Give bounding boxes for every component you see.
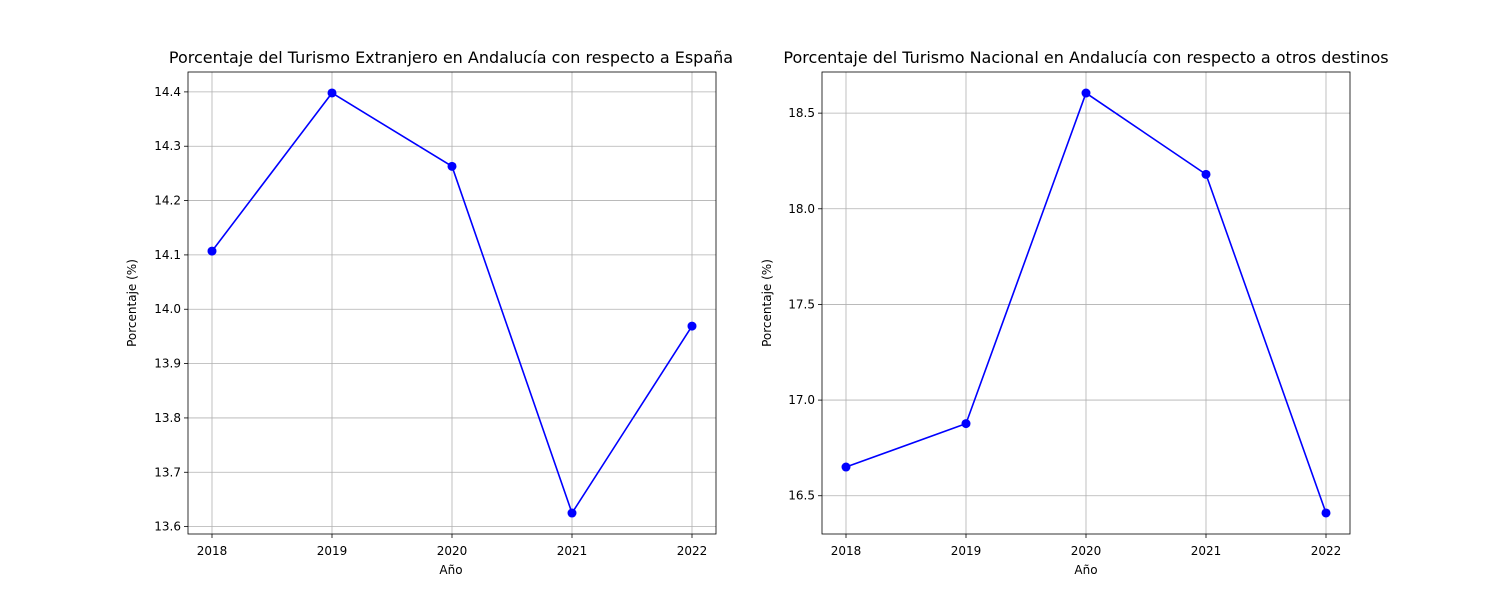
data-point [1201,169,1211,179]
y-tick-label: 14.0 [154,302,181,316]
x-tick-label: 2018 [831,544,862,558]
data-point [1321,508,1331,518]
x-tick-label: 2019 [317,544,348,558]
data-point [687,321,697,331]
y-tick-label: 18.0 [788,202,815,216]
ticks: 2018 2019 2020 2021 2022 13.6 13.7 13.8 13.9 14.0… [154,85,707,558]
data-point [207,246,217,256]
y-axis-label: Porcentaje (%) [760,259,774,347]
series [841,88,1331,518]
y-tick-label: 13.7 [154,465,181,479]
y-axis-label: Porcentaje (%) [125,259,139,347]
y-tick-label: 13.6 [154,520,181,534]
y-tick-label: 14.1 [154,248,181,262]
x-tick-label: 2020 [1071,544,1102,558]
data-point [567,508,577,518]
chart-title: Porcentaje del Turismo Extranjero en And… [169,48,733,67]
x-tick-label: 2021 [1191,544,1222,558]
chart-domestic-tourism: Porcentaje del Turismo Nacional en Andal… [760,48,1389,577]
y-tick-label: 14.3 [154,139,181,153]
data-point [327,88,337,98]
data-point [841,462,851,472]
y-tick-label: 14.2 [154,194,181,208]
y-tick-label: 16.5 [788,489,815,503]
y-tick-label: 14.4 [154,85,181,99]
ticks: 2018 2019 2020 2021 2022 16.5 17.0 17.5 18.0 18.5 [788,106,1341,558]
x-axis-label: Año [1074,563,1097,577]
x-axis-label: Año [439,563,462,577]
x-tick-label: 2018 [197,544,228,558]
x-tick-label: 2020 [437,544,468,558]
grid [188,72,716,534]
data-point [447,161,457,171]
y-tick-label: 13.8 [154,411,181,425]
data-point [961,419,971,429]
chart-title: Porcentaje del Turismo Nacional en Andal… [783,48,1388,67]
y-tick-label: 17.5 [788,297,815,311]
series [207,88,697,518]
x-tick-label: 2022 [677,544,708,558]
x-tick-label: 2022 [1311,544,1342,558]
data-point [1081,88,1091,98]
chart-foreign-tourism: Porcentaje del Turismo Extranjero en And… [125,48,733,577]
x-tick-label: 2021 [557,544,588,558]
y-tick-label: 17.0 [788,393,815,407]
grid [822,72,1350,534]
y-tick-label: 13.9 [154,357,181,371]
x-tick-label: 2019 [951,544,982,558]
y-tick-label: 18.5 [788,106,815,120]
